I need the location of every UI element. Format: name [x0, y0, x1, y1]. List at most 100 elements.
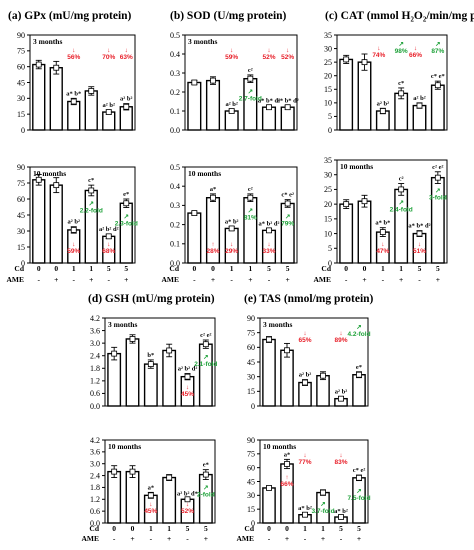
- y-tick-label: 0.0: [170, 126, 180, 135]
- y-tick-label: 0.1: [170, 107, 180, 116]
- treatment-value: 5: [107, 264, 111, 273]
- chart-e: (e) TAS (nmol/mg protein)01530456075903 …: [237, 293, 374, 543]
- mean-marker: [266, 336, 272, 343]
- y-tick-label: 15: [247, 387, 255, 396]
- annotation-text: 66%: [409, 52, 422, 59]
- annotation: ↓29%: [225, 241, 238, 255]
- annotation-text: 29%: [225, 248, 238, 255]
- annotation-text: 45%: [144, 508, 157, 515]
- bar: [298, 381, 312, 407]
- annotation: ↗2.4-fold: [390, 199, 413, 213]
- y-tick-label: 35: [324, 31, 332, 40]
- significance-label: a* b²: [334, 508, 348, 515]
- treatment-value: 0: [344, 264, 348, 273]
- annotation-text: 66%: [280, 481, 293, 488]
- mean-marker: [361, 59, 368, 66]
- annotation: ↗3-fold: [429, 188, 447, 202]
- treatment-value: -: [230, 275, 233, 284]
- plot-frame: [29, 166, 136, 264]
- y-tick-label: 60: [247, 463, 255, 472]
- annotation-text: 87%: [431, 48, 444, 55]
- bar: [162, 349, 177, 407]
- y-tick-label: 25: [324, 58, 332, 67]
- y-tick-label: 90: [17, 163, 25, 172]
- annotation: ↗4.2-fold: [347, 324, 370, 338]
- annotation-text: 4.2-fold: [347, 331, 370, 338]
- bar: [125, 338, 140, 407]
- plot-frame: [336, 159, 448, 264]
- annotation: ↗7.5-fold: [347, 488, 370, 502]
- annotation: ↓47%: [376, 241, 389, 255]
- y-tick-label: 3.0: [90, 460, 100, 469]
- y-tick-label: 5: [328, 244, 332, 253]
- treatment-value: 5: [357, 524, 361, 533]
- annotation: ↗3.7-fold: [311, 501, 334, 515]
- treatment-value: 1: [149, 524, 153, 533]
- mean-marker: [284, 461, 290, 467]
- annotation: ↗2.3-fold: [115, 213, 138, 227]
- annotation-text: 68%: [102, 248, 115, 255]
- annotation-text: 79%: [281, 220, 294, 227]
- y-tick-label: 30: [324, 171, 332, 180]
- bar: [205, 79, 221, 131]
- y-tick-label: 0: [251, 519, 255, 528]
- treatment-value: 0: [54, 264, 58, 273]
- y-tick-label: 0.0: [170, 259, 180, 268]
- treatment-value: +: [286, 275, 290, 284]
- mean-marker: [129, 336, 136, 342]
- period-label: 3 months: [33, 37, 62, 46]
- annotation-arrow: ↗: [398, 41, 404, 48]
- treatment-value: -: [268, 534, 271, 543]
- mean-marker: [416, 230, 423, 237]
- panel-c-1: 0 5 10 15 20 25 30 35 10 months a* b* c² a* b* d² c²…: [324, 156, 448, 268]
- annotation-arrow: ↗: [248, 208, 254, 215]
- annotation-arrow: ↗: [356, 324, 362, 331]
- treatment-value: +: [285, 534, 289, 543]
- annotation-arrow: ↗: [248, 89, 254, 96]
- significance-label: a*: [210, 186, 217, 193]
- y-tick-label: 45: [17, 78, 25, 87]
- treatment-value: -: [382, 275, 385, 284]
- treatment-value: 1: [303, 524, 307, 533]
- treatment-value: +: [362, 275, 366, 284]
- annotation-arrow: ↓: [377, 45, 380, 52]
- mean-marker: [105, 109, 112, 115]
- plot-frame: [104, 439, 216, 524]
- significance-label: a*: [284, 451, 291, 458]
- annotation-text: 59%: [225, 54, 238, 61]
- period-label: 10 months: [188, 169, 221, 178]
- mean-marker: [247, 75, 254, 82]
- significance-label: a² b²: [413, 95, 425, 102]
- annotation: ↑28%: [206, 241, 219, 255]
- period-label: 3 months: [108, 320, 137, 329]
- annotation-text: 28%: [206, 248, 219, 255]
- y-tick-label: 10: [324, 229, 332, 238]
- panel-b-1: 0.0 0.1 0.2 0.3 0.4 0.5 10 months a* a* b² c² a* b…: [170, 163, 298, 268]
- significance-label: a* b² d²: [259, 220, 280, 227]
- y-tick-label: 15: [324, 215, 332, 224]
- mean-marker: [361, 198, 368, 205]
- annotation-text: 51%: [413, 248, 426, 255]
- mean-marker: [111, 468, 118, 475]
- mean-marker: [302, 511, 308, 518]
- y-tick-label: 75: [17, 179, 25, 188]
- chart-title: (d) GSH (mU/mg protein): [88, 293, 215, 305]
- treatment-value: -: [304, 534, 307, 543]
- significance-label: c* e²: [353, 467, 366, 474]
- bar: [430, 84, 445, 131]
- y-tick-label: 30: [247, 372, 255, 381]
- bar: [198, 473, 213, 524]
- treatment-row-label: Cd: [14, 264, 24, 273]
- panel-a-1: 0 15 30 45 60 75 90 10 months a² b² c* a² b² d² e* ↓…: [17, 163, 138, 268]
- mean-marker: [88, 187, 95, 194]
- mean-marker: [53, 182, 60, 189]
- annotation-arrow: ↓: [381, 241, 384, 248]
- y-tick-label: 1.8: [90, 364, 100, 373]
- annotation: ↓83%: [334, 452, 347, 466]
- significance-label: c* e*: [431, 73, 445, 80]
- mean-marker: [191, 79, 198, 86]
- mean-marker: [123, 103, 130, 110]
